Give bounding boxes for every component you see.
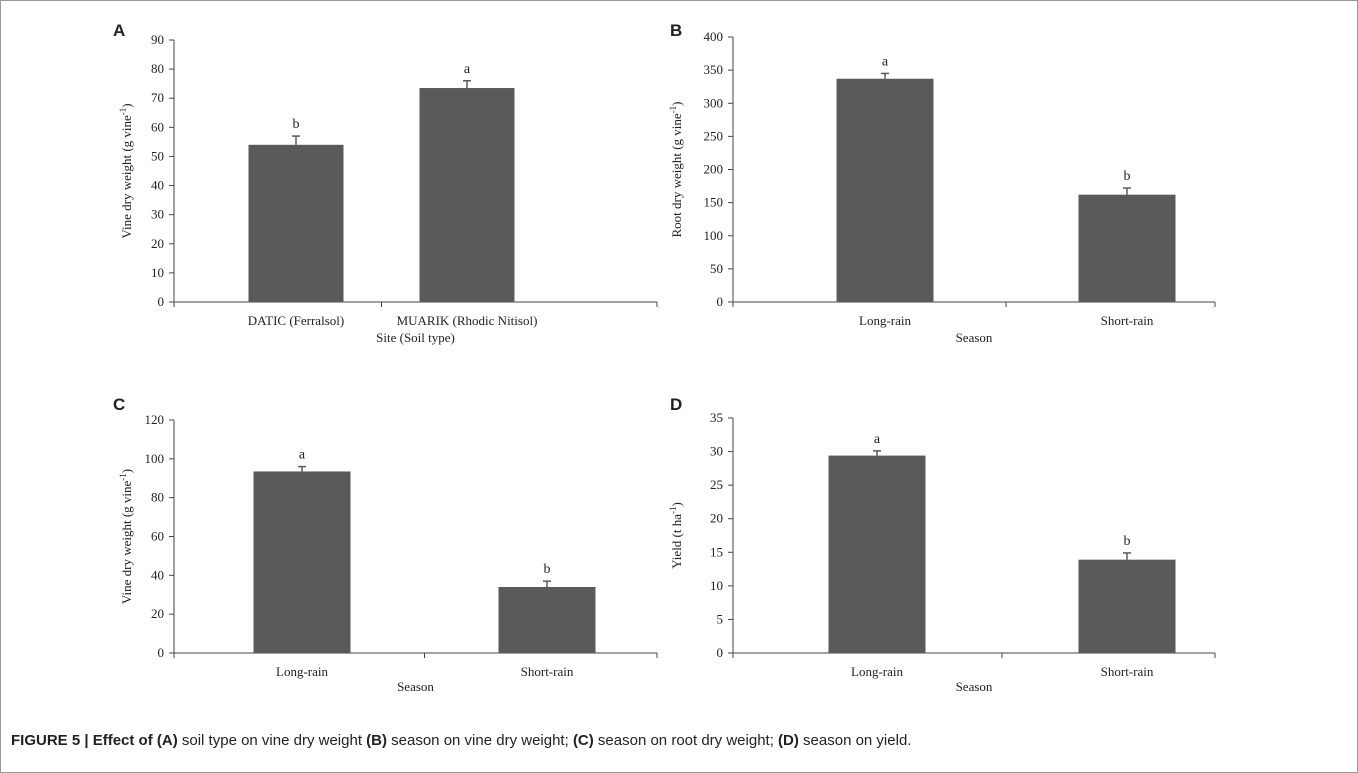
x-axis-title: Site (Soil type) [376, 330, 455, 345]
bar [1078, 194, 1176, 302]
x-axis-title: Season [956, 330, 993, 345]
caption-d-text: season on yield. [798, 732, 912, 749]
x-category-label: Long-rain [276, 664, 328, 679]
significance-letter: b [1124, 534, 1131, 549]
bar [498, 586, 596, 653]
significance-letter: a [464, 62, 471, 77]
x-category-label: Short-rain [1101, 664, 1154, 679]
caption-a-text: soil type on vine dry weight [177, 732, 367, 749]
figure-caption: FIGURE 5 | Effect of (A) soil type on vi… [11, 732, 911, 749]
y-tick-label: 50 [710, 261, 723, 276]
panel-label: B [670, 21, 682, 40]
y-tick-label: 90 [151, 32, 164, 47]
bar [1078, 559, 1176, 653]
significance-letter: b [544, 562, 551, 577]
y-tick-label: 300 [704, 95, 724, 110]
y-tick-label: 100 [704, 228, 724, 243]
significance-letter: a [882, 54, 889, 69]
y-tick-label: 200 [704, 162, 724, 177]
y-tick-label: 80 [151, 490, 164, 505]
caption-c-text: season on root dry weight; [593, 732, 779, 749]
x-category-label: Short-rain [521, 664, 574, 679]
y-tick-label: 10 [151, 265, 164, 280]
y-tick-label: 350 [704, 62, 724, 77]
caption-a-tag: (A) [156, 732, 178, 749]
x-category-label: Long-rain [859, 313, 911, 328]
panel-label: D [670, 395, 682, 414]
y-tick-label: 25 [710, 477, 723, 492]
y-tick-label: 10 [710, 578, 723, 593]
caption-b-tag: (B) [366, 732, 387, 749]
y-tick-label: 20 [710, 511, 723, 526]
significance-letter: b [1124, 169, 1131, 184]
y-tick-label: 15 [710, 544, 723, 559]
y-tick-label: 0 [158, 294, 165, 309]
y-tick-label: 20 [151, 236, 164, 251]
bar [836, 78, 934, 302]
caption-label: FIGURE 5 | Effect of [11, 732, 153, 749]
caption-d-tag: (D) [778, 732, 799, 749]
y-tick-label: 20 [151, 606, 164, 621]
y-axis-title: Vine dry weight (g vine-1) [118, 469, 134, 604]
y-tick-label: 30 [151, 207, 164, 222]
y-tick-label: 80 [151, 61, 164, 76]
bar [419, 88, 515, 303]
y-tick-label: 100 [145, 451, 165, 466]
y-tick-label: 60 [151, 529, 164, 544]
y-tick-label: 70 [151, 90, 164, 105]
x-category-label: Short-rain [1101, 313, 1154, 328]
significance-letter: b [293, 117, 300, 132]
x-axis-title: Season [956, 679, 993, 694]
y-tick-label: 5 [717, 611, 724, 626]
y-tick-label: 0 [717, 294, 724, 309]
y-tick-label: 0 [158, 645, 165, 660]
panel-b: B 0 50 100 150 200 250 300 350 400 a Long-rain b Shor… [668, 21, 1216, 345]
x-category-label: Long-rain [851, 664, 903, 679]
panel-d: D 0 5 10 15 20 25 30 35 a Long-rain b Short-rain Seas… [668, 395, 1216, 694]
panel-label: A [113, 21, 125, 40]
x-category-label: MUARIK (Rhodic Nitisol) [397, 313, 538, 328]
bar [253, 471, 351, 653]
x-axis-title: Season [397, 679, 434, 694]
caption-b-text: season on vine dry weight; [386, 732, 573, 749]
y-tick-label: 120 [145, 412, 165, 427]
significance-letter: a [299, 448, 306, 463]
y-tick-label: 50 [151, 148, 164, 163]
panel-a: A 0 10 20 30 40 50 60 70 80 90 b DATIC (Ferralsol) a M… [113, 21, 658, 345]
y-tick-label: 250 [704, 128, 724, 143]
y-tick-label: 40 [151, 567, 164, 582]
y-tick-label: 150 [704, 195, 724, 210]
y-tick-label: 30 [710, 444, 723, 459]
bar [828, 455, 926, 653]
y-tick-label: 400 [704, 29, 724, 44]
significance-letter: a [874, 432, 881, 447]
y-axis-title: Root dry weight (g vine-1) [668, 101, 684, 237]
panel-c: C 0 20 40 60 80 100 120 a Long-rain b Short-rain Sea… [113, 395, 658, 694]
caption-c-tag: (C) [572, 732, 594, 749]
x-category-label: DATIC (Ferralsol) [248, 313, 344, 328]
y-tick-label: 0 [717, 645, 724, 660]
y-axis-title: Yield (t ha-1) [668, 502, 684, 569]
panel-label: C [113, 395, 125, 414]
y-tick-label: 60 [151, 119, 164, 134]
y-tick-label: 40 [151, 178, 164, 193]
bar [248, 144, 344, 302]
y-tick-label: 35 [710, 410, 723, 425]
y-axis-title: Vine dry weight (g vine-1) [118, 103, 134, 238]
